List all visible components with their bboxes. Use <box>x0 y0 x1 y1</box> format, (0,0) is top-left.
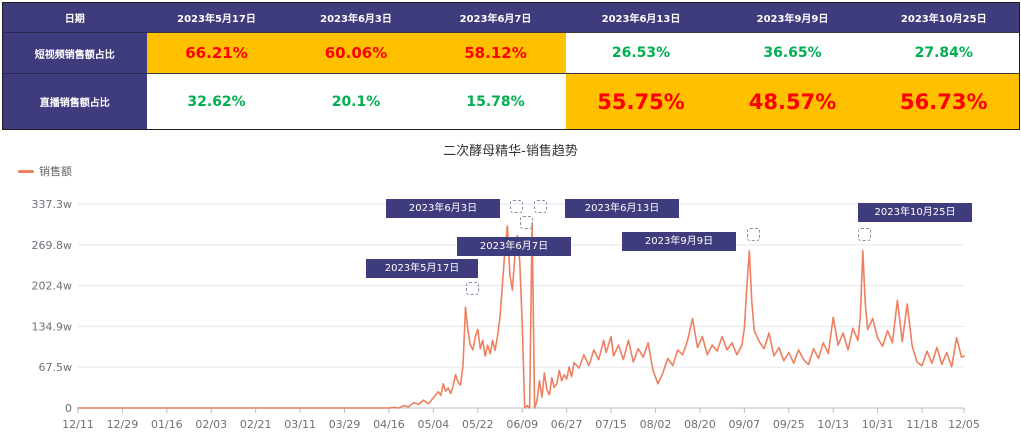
x-tick-label: 05/22 <box>462 418 494 431</box>
table-row-live-share: 直播销售额占比 32.62% 20.1% 15.78% 55.75% 48.57… <box>2 73 1020 130</box>
value-cell: 32.62% <box>146 73 287 130</box>
row-label: 直播销售额占比 <box>2 73 147 130</box>
x-tick-label: 02/03 <box>195 418 227 431</box>
x-tick-label: 08/20 <box>684 418 716 431</box>
header-cell: 2023年10月25日 <box>868 2 1020 33</box>
y-tick-label: 269.8w <box>32 239 73 252</box>
peak-marker <box>747 228 760 241</box>
sales-series-line <box>77 222 965 409</box>
value-cell: 56.73% <box>868 73 1020 130</box>
value-cell: 60.06% <box>286 32 426 74</box>
x-tick-label: 07/15 <box>595 418 627 431</box>
x-tick-label: 02/21 <box>240 418 272 431</box>
y-tick-label: 202.4w <box>32 280 73 293</box>
value-cell: 15.78% <box>425 73 566 130</box>
chart-title: 二次酵母精华-销售趋势 <box>443 144 578 159</box>
annotation-label: 2023年6月7日 <box>457 237 571 256</box>
table-row-short-video-share: 短视频销售额占比 66.21% 60.06% 58.12% 26.53% 36.… <box>2 32 1020 74</box>
y-tick-label: 337.3w <box>32 198 73 211</box>
x-tick-label: 05/04 <box>418 418 450 431</box>
row-label: 短视频销售额占比 <box>2 32 147 74</box>
y-tick-label: 0 <box>65 402 72 415</box>
value-cell: 36.65% <box>716 32 869 74</box>
legend-line-swatch <box>18 169 34 173</box>
y-tick-label: 67.5w <box>39 361 73 374</box>
peak-marker <box>510 200 523 213</box>
header-cell: 2023年6月3日 <box>286 2 426 33</box>
header-cell: 2023年5月17日 <box>146 2 287 33</box>
legend-label: 销售额 <box>39 165 72 178</box>
x-tick-label: 11/18 <box>906 418 938 431</box>
x-tick-label: 12/29 <box>107 418 139 431</box>
annotation-label: 2023年6月3日 <box>386 199 500 218</box>
sales-share-table: 日期 2023年5月17日 2023年6月3日 2023年6月7日 2023年6… <box>2 2 1020 130</box>
table-header-row: 日期 2023年5月17日 2023年6月3日 2023年6月7日 2023年6… <box>2 2 1020 33</box>
x-tick-label: 12/05 <box>948 418 980 431</box>
peak-marker <box>534 200 547 213</box>
header-cell: 2023年6月7日 <box>425 2 566 33</box>
annotation-label: 2023年9月9日 <box>622 232 736 251</box>
x-tick-label: 09/07 <box>728 418 760 431</box>
x-tick-label: 10/31 <box>862 418 894 431</box>
value-cell: 58.12% <box>425 32 566 74</box>
x-tick-label: 06/27 <box>551 418 583 431</box>
sales-trend-chart: 0 67.5w 134.9w 202.4w 269.8w 337.3w 12/11 12/29… <box>32 198 980 431</box>
annotation-label: 2023年10月25日 <box>858 203 972 222</box>
legend-item-sales[interactable]: 销售额 <box>18 163 72 179</box>
header-cell: 2023年6月13日 <box>565 2 717 33</box>
value-cell: 27.84% <box>868 32 1020 74</box>
peak-marker <box>520 216 533 229</box>
peak-marker <box>858 228 871 241</box>
annotation-label: 2023年6月13日 <box>565 199 679 218</box>
x-tick-label: 03/11 <box>284 418 316 431</box>
x-tick-label: 09/25 <box>773 418 805 431</box>
value-cell: 20.1% <box>286 73 426 130</box>
x-tick-label: 03/29 <box>329 418 361 431</box>
y-tick-label: 134.9w <box>32 320 73 333</box>
x-tick-label: 01/16 <box>151 418 183 431</box>
value-cell: 55.75% <box>565 73 717 130</box>
peak-marker <box>466 282 479 295</box>
value-cell: 66.21% <box>146 32 287 74</box>
x-tick-label: 12/11 <box>62 418 94 431</box>
x-tick-label: 06/09 <box>506 418 538 431</box>
value-cell: 26.53% <box>565 32 717 74</box>
value-cell: 48.57% <box>716 73 869 130</box>
annotation-label: 2023年5月17日 <box>366 259 478 278</box>
x-tick-label: 08/02 <box>640 418 672 431</box>
header-cell: 2023年9月9日 <box>716 2 869 33</box>
x-tick-label: 10/13 <box>817 418 849 431</box>
x-tick-label: 04/16 <box>373 418 405 431</box>
header-cell-date: 日期 <box>2 2 147 33</box>
